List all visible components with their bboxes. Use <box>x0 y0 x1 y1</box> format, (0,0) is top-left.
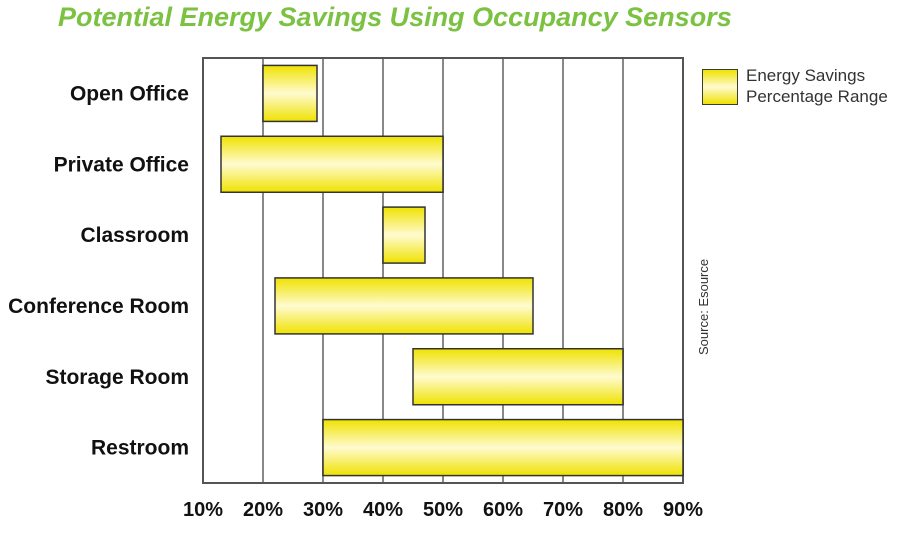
range-bar <box>262 64 318 123</box>
range-bar <box>322 418 684 477</box>
legend: Energy Savings Percentage Range <box>702 65 888 107</box>
category-label: Conference Room <box>8 295 189 318</box>
x-tick-label: 20% <box>243 499 283 521</box>
x-tick-label: 90% <box>663 499 703 521</box>
x-tick-label: 80% <box>603 499 643 521</box>
range-bar <box>412 348 624 406</box>
range-bar <box>220 135 444 193</box>
x-tick-label: 40% <box>363 499 403 521</box>
legend-swatch <box>702 69 738 105</box>
category-label: Private Office <box>54 153 189 176</box>
x-tick-label: 70% <box>543 499 583 521</box>
x-tick-label: 30% <box>303 499 343 521</box>
category-label: Classroom <box>80 224 189 247</box>
x-tick-label: 10% <box>183 499 223 521</box>
x-tick-label: 60% <box>483 499 523 521</box>
range-bar <box>274 277 534 335</box>
x-tick-label: 50% <box>423 499 463 521</box>
category-label: Storage Room <box>45 366 189 389</box>
legend-label: Energy Savings Percentage Range <box>746 65 888 107</box>
category-label: Restroom <box>91 437 189 460</box>
category-label: Open Office <box>70 82 189 105</box>
plot-frame <box>202 57 684 484</box>
chart-title: Potential Energy Savings Using Occupancy… <box>58 2 732 32</box>
range-bar <box>382 206 426 264</box>
source-annotation: Source: Esource <box>696 258 711 355</box>
legend-label-line-1: Energy Savings <box>746 66 866 85</box>
legend-label-line-2: Percentage Range <box>746 87 888 106</box>
